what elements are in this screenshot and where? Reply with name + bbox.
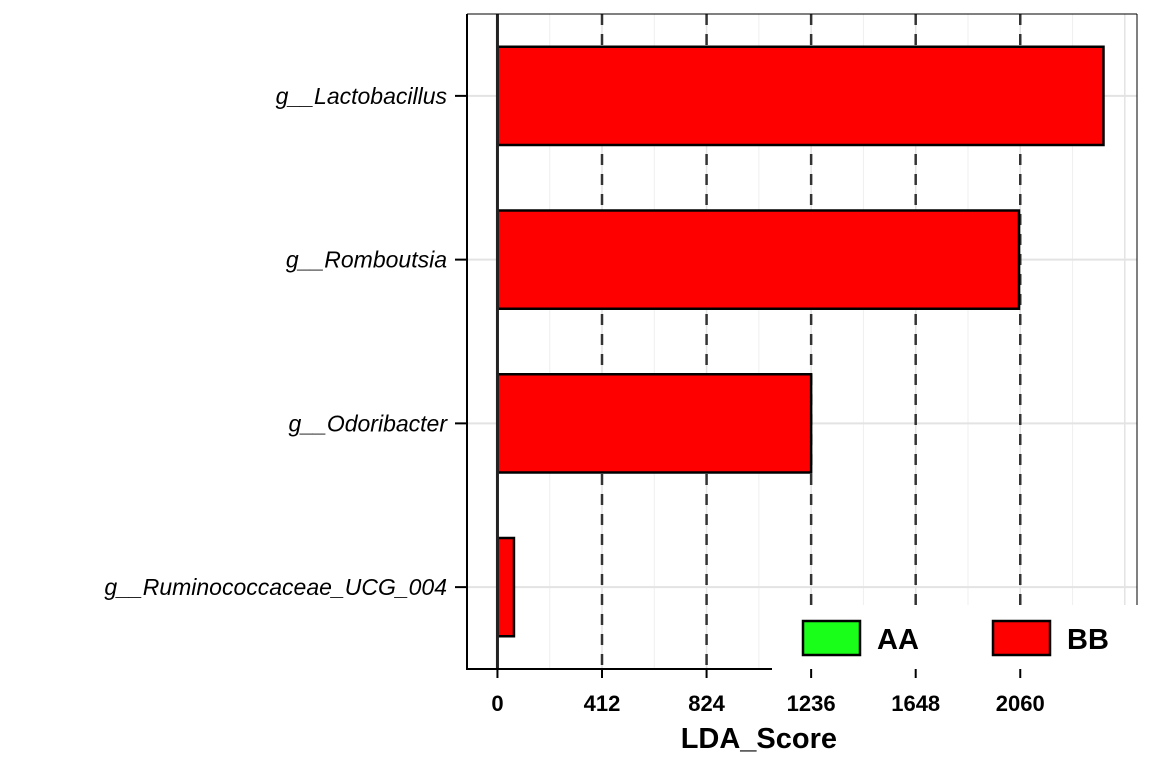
x-tick-label: 824 (688, 691, 725, 716)
axes (466, 13, 1138, 670)
legend-label-AA: AA (877, 624, 919, 656)
bar-g__Lactobacillus (496, 45, 1105, 147)
x-tick-label: 1648 (891, 691, 940, 716)
x-tick-label: 1236 (787, 691, 836, 716)
y-tick-label: g__Odoribacter (288, 410, 448, 436)
legend-key-AA (801, 619, 862, 657)
x-tick-label: 0 (491, 691, 503, 716)
bar-g__Ruminococcaceae_UCG_004 (496, 536, 516, 638)
bar-g__Odoribacter (496, 373, 813, 474)
legend: AA BB (772, 605, 1137, 671)
y-axis-ticks: g__Lactobacillus g__Romboutsia g__Odoribac… (104, 83, 467, 600)
legend-key-BB (991, 619, 1052, 657)
x-axis-ticks: 0 412 824 1236 1648 2060 (491, 669, 1045, 716)
x-tick-label: 2060 (996, 691, 1045, 716)
y-tick-label: g__Ruminococcaceae_UCG_004 (104, 574, 447, 600)
legend-label-BB: BB (1067, 624, 1109, 656)
x-axis-title: LDA_Score (681, 723, 837, 755)
y-tick-label: g__Romboutsia (286, 247, 447, 273)
bars (496, 45, 1105, 638)
x-tick-label: 412 (584, 691, 621, 716)
bar-g__Romboutsia (496, 209, 1021, 310)
y-tick-label: g__Lactobacillus (276, 83, 448, 109)
